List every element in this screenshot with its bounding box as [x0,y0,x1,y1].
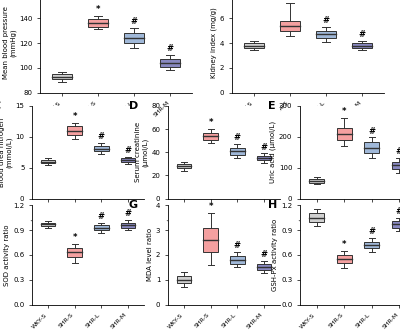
FancyBboxPatch shape [364,242,380,248]
Text: #: # [124,209,132,218]
FancyBboxPatch shape [94,146,109,151]
Text: #: # [130,17,138,26]
Y-axis label: Uric acid (μmol/L): Uric acid (μmol/L) [270,121,276,183]
Text: *: * [72,112,77,121]
Y-axis label: GSH-Px activity ratio: GSH-Px activity ratio [272,219,278,291]
FancyBboxPatch shape [94,225,109,230]
FancyBboxPatch shape [280,21,300,31]
FancyBboxPatch shape [67,248,82,257]
Text: *: * [342,240,346,249]
FancyBboxPatch shape [257,156,271,160]
Text: C: C [0,101,1,111]
FancyBboxPatch shape [336,255,352,263]
Y-axis label: Mean blood pressure
(mmHg): Mean blood pressure (mmHg) [2,7,16,79]
Y-axis label: Kidney index (mg/g): Kidney index (mg/g) [210,8,217,78]
FancyBboxPatch shape [203,132,218,140]
FancyBboxPatch shape [230,256,245,263]
Text: #: # [359,29,366,39]
Text: #: # [98,132,105,141]
FancyBboxPatch shape [309,179,324,182]
Text: D: D [129,101,138,111]
FancyBboxPatch shape [177,276,191,283]
Text: #: # [368,227,375,236]
FancyBboxPatch shape [160,59,180,67]
Text: #: # [234,133,241,142]
FancyBboxPatch shape [177,164,191,168]
FancyBboxPatch shape [257,264,271,270]
Text: H: H [268,200,277,210]
FancyBboxPatch shape [203,228,218,252]
Text: *: * [72,233,77,242]
Text: *: * [288,0,292,1]
Text: *: * [208,118,213,127]
Text: #: # [167,44,174,53]
Y-axis label: Blood urea nitrogen
(mmol/L): Blood urea nitrogen (mmol/L) [0,118,12,187]
Text: #: # [322,16,330,25]
FancyBboxPatch shape [41,222,55,226]
FancyBboxPatch shape [121,222,135,228]
Text: #: # [124,146,132,155]
Text: E: E [268,101,275,111]
Text: G: G [129,200,138,210]
FancyBboxPatch shape [124,33,144,43]
Y-axis label: MDA level ratio: MDA level ratio [147,228,153,281]
Text: #: # [234,241,241,250]
FancyBboxPatch shape [336,127,352,140]
FancyBboxPatch shape [244,43,264,48]
FancyBboxPatch shape [52,74,72,79]
FancyBboxPatch shape [352,43,372,48]
FancyBboxPatch shape [121,159,135,162]
Text: #: # [98,212,105,220]
Text: #: # [368,126,375,136]
FancyBboxPatch shape [392,221,400,228]
Text: *: * [96,5,100,14]
Text: #: # [396,147,400,156]
Text: *: * [208,202,213,211]
Text: #: # [260,250,268,259]
Y-axis label: Serum creatinine
(μmol/L): Serum creatinine (μmol/L) [135,122,148,182]
FancyBboxPatch shape [316,31,336,38]
FancyBboxPatch shape [41,160,55,164]
Text: #: # [260,143,268,152]
Y-axis label: SOD activity ratio: SOD activity ratio [4,224,10,286]
FancyBboxPatch shape [230,148,245,155]
FancyBboxPatch shape [392,162,400,169]
FancyBboxPatch shape [67,126,82,135]
FancyBboxPatch shape [364,142,380,153]
Text: *: * [342,108,346,117]
Text: #: # [396,207,400,216]
FancyBboxPatch shape [309,213,324,222]
FancyBboxPatch shape [88,20,108,27]
